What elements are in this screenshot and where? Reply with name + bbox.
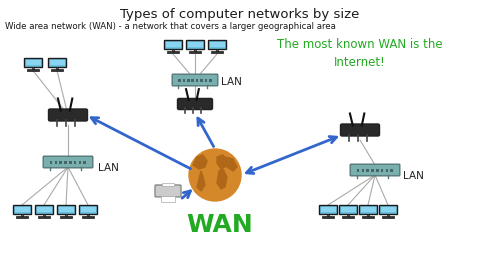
Bar — [196, 79, 198, 82]
Bar — [366, 168, 369, 171]
Bar — [204, 79, 207, 82]
Bar — [385, 168, 388, 171]
Bar — [209, 79, 212, 82]
Bar — [79, 160, 81, 164]
Bar — [382, 217, 394, 218]
FancyBboxPatch shape — [14, 207, 29, 212]
Bar — [167, 52, 180, 53]
FancyBboxPatch shape — [350, 164, 400, 176]
FancyBboxPatch shape — [48, 58, 66, 67]
Text: LAN: LAN — [98, 163, 119, 173]
FancyBboxPatch shape — [57, 205, 75, 214]
FancyBboxPatch shape — [43, 156, 93, 168]
Bar — [367, 214, 370, 217]
FancyBboxPatch shape — [186, 40, 204, 49]
FancyBboxPatch shape — [178, 99, 213, 110]
FancyBboxPatch shape — [79, 205, 97, 214]
Bar — [51, 69, 63, 71]
FancyBboxPatch shape — [24, 58, 42, 67]
FancyBboxPatch shape — [340, 207, 356, 212]
FancyBboxPatch shape — [155, 185, 181, 197]
Bar — [322, 217, 334, 218]
Bar — [171, 49, 174, 52]
Polygon shape — [217, 169, 227, 189]
FancyBboxPatch shape — [340, 124, 380, 136]
Bar — [27, 69, 39, 71]
FancyBboxPatch shape — [164, 40, 182, 49]
FancyBboxPatch shape — [339, 205, 357, 214]
Bar — [56, 67, 59, 69]
Bar — [84, 160, 86, 164]
Bar — [390, 168, 393, 171]
Bar — [193, 49, 196, 52]
Bar — [16, 217, 28, 218]
Bar — [192, 79, 194, 82]
Polygon shape — [197, 171, 205, 191]
Bar — [326, 214, 329, 217]
Bar — [60, 160, 62, 164]
Bar — [161, 196, 175, 202]
FancyBboxPatch shape — [59, 207, 73, 212]
FancyBboxPatch shape — [13, 205, 31, 214]
Bar — [371, 168, 374, 171]
Bar — [362, 217, 374, 218]
Bar — [183, 79, 185, 82]
FancyBboxPatch shape — [359, 205, 377, 214]
Bar — [347, 214, 349, 217]
FancyBboxPatch shape — [49, 59, 64, 65]
Bar — [86, 214, 89, 217]
Bar — [342, 217, 354, 218]
Text: The most known WAN is the
Internet!: The most known WAN is the Internet! — [277, 38, 443, 69]
Circle shape — [189, 149, 241, 201]
FancyBboxPatch shape — [321, 207, 336, 212]
Bar — [55, 160, 57, 164]
Polygon shape — [223, 157, 237, 171]
Polygon shape — [193, 155, 207, 169]
FancyBboxPatch shape — [208, 40, 226, 49]
Bar — [69, 160, 72, 164]
Bar — [162, 183, 174, 186]
Bar — [32, 67, 35, 69]
Bar — [357, 168, 360, 171]
Bar — [64, 214, 67, 217]
FancyBboxPatch shape — [81, 207, 96, 212]
Bar — [178, 79, 180, 82]
Bar — [50, 160, 52, 164]
Bar — [381, 168, 384, 171]
Bar — [60, 217, 72, 218]
FancyBboxPatch shape — [172, 74, 218, 86]
Bar — [74, 160, 76, 164]
Bar — [376, 168, 379, 171]
Bar — [189, 52, 201, 53]
Bar — [43, 214, 46, 217]
FancyBboxPatch shape — [360, 207, 375, 212]
Text: Types of computer networks by size: Types of computer networks by size — [120, 8, 360, 21]
Bar — [82, 217, 94, 218]
FancyBboxPatch shape — [379, 205, 397, 214]
FancyBboxPatch shape — [381, 207, 396, 212]
Bar — [38, 217, 50, 218]
Bar — [21, 214, 24, 217]
Bar — [386, 214, 389, 217]
Bar — [211, 52, 223, 53]
Bar — [200, 79, 203, 82]
Bar — [361, 168, 364, 171]
Text: LAN: LAN — [403, 171, 424, 181]
FancyBboxPatch shape — [25, 59, 40, 65]
Bar — [64, 160, 67, 164]
FancyBboxPatch shape — [209, 42, 225, 47]
Text: LAN: LAN — [221, 77, 242, 87]
Bar — [216, 49, 218, 52]
Text: WAN: WAN — [187, 213, 253, 237]
Text: Wide area network (WAN) - a network that covers a larger geographical area: Wide area network (WAN) - a network that… — [5, 22, 336, 31]
FancyBboxPatch shape — [48, 109, 87, 121]
FancyBboxPatch shape — [188, 42, 203, 47]
FancyBboxPatch shape — [166, 42, 180, 47]
Polygon shape — [217, 155, 227, 169]
Bar — [187, 79, 190, 82]
FancyBboxPatch shape — [319, 205, 337, 214]
FancyBboxPatch shape — [35, 205, 53, 214]
FancyBboxPatch shape — [36, 207, 51, 212]
